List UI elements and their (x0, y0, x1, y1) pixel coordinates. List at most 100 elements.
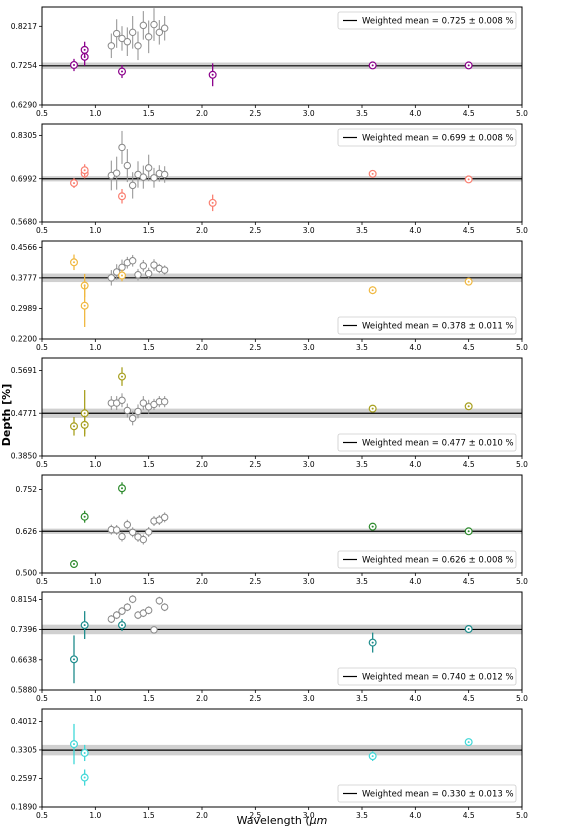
grey-point (144, 528, 153, 536)
y-axis-label: Depth [%] (0, 384, 13, 446)
data-point-center (371, 64, 374, 67)
y-tick-label: 0.3777 (11, 274, 37, 283)
grey-point (139, 262, 148, 270)
x-tick-label: 1.5 (143, 811, 155, 820)
x-tick-label: 1.0 (89, 226, 101, 235)
legend-text: Weighted mean = 0.330 ± 0.013 % (362, 790, 514, 800)
data-point-center (211, 73, 214, 76)
x-tick-label: 5.0 (516, 694, 528, 703)
data-point-center (371, 172, 374, 175)
x-tick-label: 4.5 (463, 694, 475, 703)
x-tick-label: 3.5 (356, 109, 368, 118)
grey-point (139, 21, 148, 30)
grey-point (139, 535, 148, 544)
x-tick-label: 4.0 (409, 226, 421, 235)
grey-point (134, 270, 142, 279)
grey-point (128, 414, 137, 423)
grey-point (150, 261, 158, 269)
x-tick-label: 3.5 (356, 577, 368, 586)
axes-frame (41, 708, 523, 808)
x-tick-label: 4.5 (463, 109, 475, 118)
grey-point (128, 28, 137, 37)
y-tick-label: 0.5691 (11, 366, 37, 375)
data-point-center (371, 755, 374, 758)
grey-point (144, 164, 153, 172)
data-point-center (83, 304, 86, 307)
x-tick-label: 2.0 (196, 694, 208, 703)
grey-point (134, 407, 142, 416)
data-point-center (83, 423, 86, 426)
y-tick-label: 0.2597 (11, 774, 37, 783)
axes-frame (41, 357, 523, 457)
x-tick-label: 2.0 (196, 226, 208, 235)
x-tick-label: 3.5 (356, 811, 368, 820)
x-tick-label: 3.0 (303, 226, 315, 235)
x-tick-label: 0.5 (36, 226, 48, 235)
x-tick-label: 3.0 (303, 109, 315, 118)
x-tick-label: 3.0 (303, 694, 315, 703)
x-tick-label: 2.5 (249, 109, 261, 118)
x-tick-label: 1.0 (89, 109, 101, 118)
data-point-center (73, 63, 75, 66)
y-tick-label: 0.626 (16, 527, 38, 536)
y-tick-label: 0.8305 (11, 131, 37, 140)
x-tick-label: 5.0 (516, 109, 528, 118)
x-tick-label: 4.5 (463, 343, 475, 352)
grey-point (118, 532, 126, 541)
x-tick-label: 1.0 (89, 694, 101, 703)
grey-point (118, 34, 126, 43)
x-tick-label: 3.5 (356, 460, 368, 469)
x-tick-label: 2.0 (196, 109, 208, 118)
x-tick-label: 4.0 (409, 811, 421, 820)
data-point-center (121, 274, 123, 277)
data-point-center (121, 624, 123, 627)
x-tick-label: 4.5 (463, 460, 475, 469)
y-tick-label: 0.2989 (11, 304, 37, 313)
data-point-center (371, 407, 374, 410)
x-tick-label: 5.0 (516, 460, 528, 469)
x-tick-label: 5.0 (516, 226, 528, 235)
grey-point (160, 266, 169, 274)
x-tick-label: 3.0 (303, 343, 315, 352)
x-tick-label: 3.5 (356, 694, 368, 703)
grey-point (144, 33, 153, 41)
grey-point (150, 20, 158, 29)
grey-point (107, 274, 116, 282)
x-tick-label: 4.0 (409, 109, 421, 118)
x-tick-label: 0.5 (36, 577, 48, 586)
grey-point (160, 603, 169, 611)
x-tick-label: 3.5 (356, 343, 368, 352)
data-point-center (467, 530, 470, 533)
grey-point (128, 181, 137, 190)
data-point-center (73, 743, 75, 746)
axes-frame (41, 123, 523, 223)
x-tick-label: 4.5 (463, 811, 475, 820)
y-tick-label: 0.7396 (11, 625, 37, 634)
y-tick-label: 0.7254 (11, 61, 37, 70)
y-tick-label: 0.752 (16, 485, 38, 494)
data-point-center (371, 641, 374, 644)
legend-text: Weighted mean = 0.725 ± 0.008 % (362, 17, 514, 27)
y-tick-label: 0.1890 (11, 803, 37, 812)
data-point-center (467, 280, 470, 283)
data-point-center (371, 289, 374, 292)
data-point-center (83, 169, 86, 172)
grey-point (134, 42, 142, 50)
data-point-center (73, 182, 75, 185)
x-tick-label: 3.0 (303, 460, 315, 469)
x-tick-label: 0.5 (36, 343, 48, 352)
data-point-center (73, 425, 75, 428)
axes-frame (41, 474, 523, 574)
y-tick-label: 0.500 (16, 569, 38, 578)
x-tick-label: 5.0 (516, 577, 528, 586)
legend-box (337, 128, 517, 147)
grey-point (128, 595, 137, 603)
grey-point (139, 399, 148, 407)
y-tick-label: 0.4771 (11, 409, 37, 418)
x-tick-label: 1.5 (143, 109, 155, 118)
grey-point (123, 520, 132, 529)
